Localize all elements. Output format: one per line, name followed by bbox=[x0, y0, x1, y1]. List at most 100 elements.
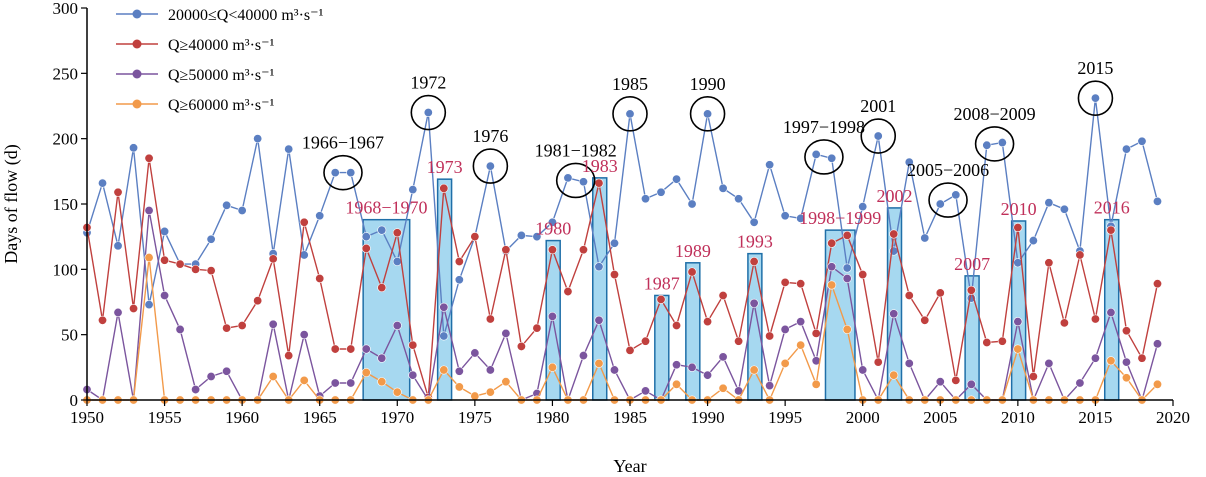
series-1-point-2016 bbox=[1106, 225, 1116, 235]
legend-marker-1 bbox=[132, 39, 142, 49]
series-0-point-2019 bbox=[1152, 196, 1162, 206]
series-2-point-2003 bbox=[904, 358, 914, 368]
x-tick-label-1960: 1960 bbox=[225, 408, 259, 427]
annotation-label-9: 2008−2009 bbox=[954, 104, 1036, 124]
series-0-point-1969 bbox=[377, 225, 387, 235]
y-tick-label-50: 50 bbox=[61, 326, 78, 345]
series-0-point-1967 bbox=[346, 168, 356, 178]
y-tick-label-200: 200 bbox=[53, 130, 79, 149]
series-2-point-1957 bbox=[191, 385, 201, 395]
series-0-point-1991 bbox=[718, 183, 728, 193]
series-1-point-2019 bbox=[1152, 279, 1162, 289]
series-0-point-2006 bbox=[951, 190, 961, 200]
series-1-point-1995 bbox=[780, 277, 790, 287]
series-2-point-1998 bbox=[827, 262, 837, 272]
series-1-point-1992 bbox=[734, 336, 744, 346]
series-3-point-1996 bbox=[796, 340, 806, 350]
series-1-point-1974 bbox=[454, 256, 464, 266]
y-tick-label-300: 300 bbox=[53, 0, 79, 18]
series-1-point-1966 bbox=[330, 344, 340, 354]
annotation-circle-9 bbox=[974, 126, 1015, 162]
series-1-point-1976 bbox=[485, 314, 495, 324]
series-2-point-2000 bbox=[858, 365, 868, 375]
series-1-point-2014 bbox=[1075, 250, 1085, 260]
series-2-point-1964 bbox=[299, 330, 309, 340]
series-1-point-1994 bbox=[765, 331, 775, 341]
series-0-point-2015 bbox=[1090, 93, 1100, 103]
annotation-label-6: 1997−1998 bbox=[783, 117, 865, 137]
series-0-point-2017 bbox=[1121, 144, 1131, 154]
annotation-circle-0 bbox=[323, 154, 363, 191]
series-0-point-1981 bbox=[563, 173, 573, 183]
series-0-point-1987 bbox=[656, 187, 666, 197]
series-3-point-1995 bbox=[780, 358, 790, 368]
series-0-point-1998 bbox=[827, 153, 837, 163]
series-1-point-2007 bbox=[966, 285, 976, 295]
series-0-point-1999 bbox=[842, 263, 852, 273]
series-1-point-1990 bbox=[703, 317, 713, 327]
series-1-point-1981 bbox=[563, 287, 573, 297]
series-2-point-1967 bbox=[346, 378, 356, 388]
series-line-2 bbox=[86, 210, 1159, 403]
series-2-point-2010 bbox=[1013, 317, 1023, 327]
series-2-point-1991 bbox=[718, 352, 728, 362]
series-1-point-1964 bbox=[299, 217, 309, 227]
series-0-point-1983 bbox=[594, 262, 604, 272]
series-1-point-1953 bbox=[129, 304, 139, 314]
annotation-label-5: 1990 bbox=[690, 74, 726, 94]
series-1-point-1956 bbox=[175, 259, 185, 269]
series-2-point-2019 bbox=[1152, 339, 1162, 349]
series-0-point-1984 bbox=[609, 238, 619, 248]
series-1-point-2017 bbox=[1121, 326, 1131, 336]
bar-label-5: 1989 bbox=[675, 241, 711, 261]
series-0-point-1953 bbox=[129, 143, 139, 153]
series-1-point-1973 bbox=[439, 183, 449, 193]
series-1-point-1958 bbox=[206, 266, 216, 276]
annotation-labels: 1966−1967 1972 1976 1981−1982 1985 1990 1997−1… bbox=[302, 58, 1130, 293]
series-0-point-1954 bbox=[144, 300, 154, 310]
series-1-point-2005 bbox=[935, 288, 945, 298]
series-2-point-1989 bbox=[687, 362, 697, 372]
series-lines bbox=[82, 93, 1162, 405]
bar-label-11: 2016 bbox=[1094, 198, 1130, 218]
series-2-point-2014 bbox=[1075, 378, 1085, 388]
series-0-point-1959 bbox=[222, 200, 232, 210]
series-3-point-1964 bbox=[299, 375, 309, 385]
x-tick-label-1965: 1965 bbox=[303, 408, 337, 427]
series-0-point-1958 bbox=[206, 234, 216, 244]
series-3-point-1975 bbox=[470, 391, 480, 401]
series-0-point-1996 bbox=[796, 213, 806, 223]
series-1-point-1991 bbox=[718, 290, 728, 300]
y-tick-label-250: 250 bbox=[53, 64, 79, 83]
x-tick-label-1970: 1970 bbox=[380, 408, 414, 427]
series-1-point-1963 bbox=[284, 351, 294, 361]
series-1-point-1954 bbox=[144, 153, 154, 163]
series-2-point-1956 bbox=[175, 324, 185, 334]
series-1-point-1957 bbox=[191, 264, 201, 274]
x-tick-label-1990: 1990 bbox=[691, 408, 725, 427]
bar-label-6: 1993 bbox=[737, 232, 773, 252]
annotation-label-10: 2015 bbox=[1077, 58, 1113, 78]
series-2-point-1976 bbox=[485, 365, 495, 375]
series-3-point-1968 bbox=[361, 368, 371, 378]
series-3-point-1983 bbox=[594, 358, 604, 368]
x-tick-label-2010: 2010 bbox=[1001, 408, 1035, 427]
series-1-point-1998 bbox=[827, 238, 837, 248]
series-1-point-1970 bbox=[392, 228, 402, 238]
series-2-point-2012 bbox=[1044, 358, 1054, 368]
series-1-point-2008 bbox=[982, 338, 992, 348]
series-0-point-2004 bbox=[920, 233, 930, 243]
annotation-label-7: 2001 bbox=[860, 96, 896, 116]
series-1-point-1952 bbox=[113, 187, 123, 197]
series-2-point-1971 bbox=[408, 370, 418, 380]
series-1-point-1985 bbox=[625, 345, 635, 355]
bar-label-10: 2010 bbox=[1001, 199, 1037, 219]
series-3-point-2002 bbox=[889, 370, 899, 380]
series-3-point-1970 bbox=[392, 387, 402, 397]
series-1-point-2000 bbox=[858, 270, 868, 280]
series-0-point-2009 bbox=[997, 138, 1007, 148]
series-2-point-1980 bbox=[547, 311, 557, 321]
series-0-point-2018 bbox=[1137, 136, 1147, 146]
series-0-point-2012 bbox=[1044, 198, 1054, 208]
series-2-point-1962 bbox=[268, 319, 278, 329]
